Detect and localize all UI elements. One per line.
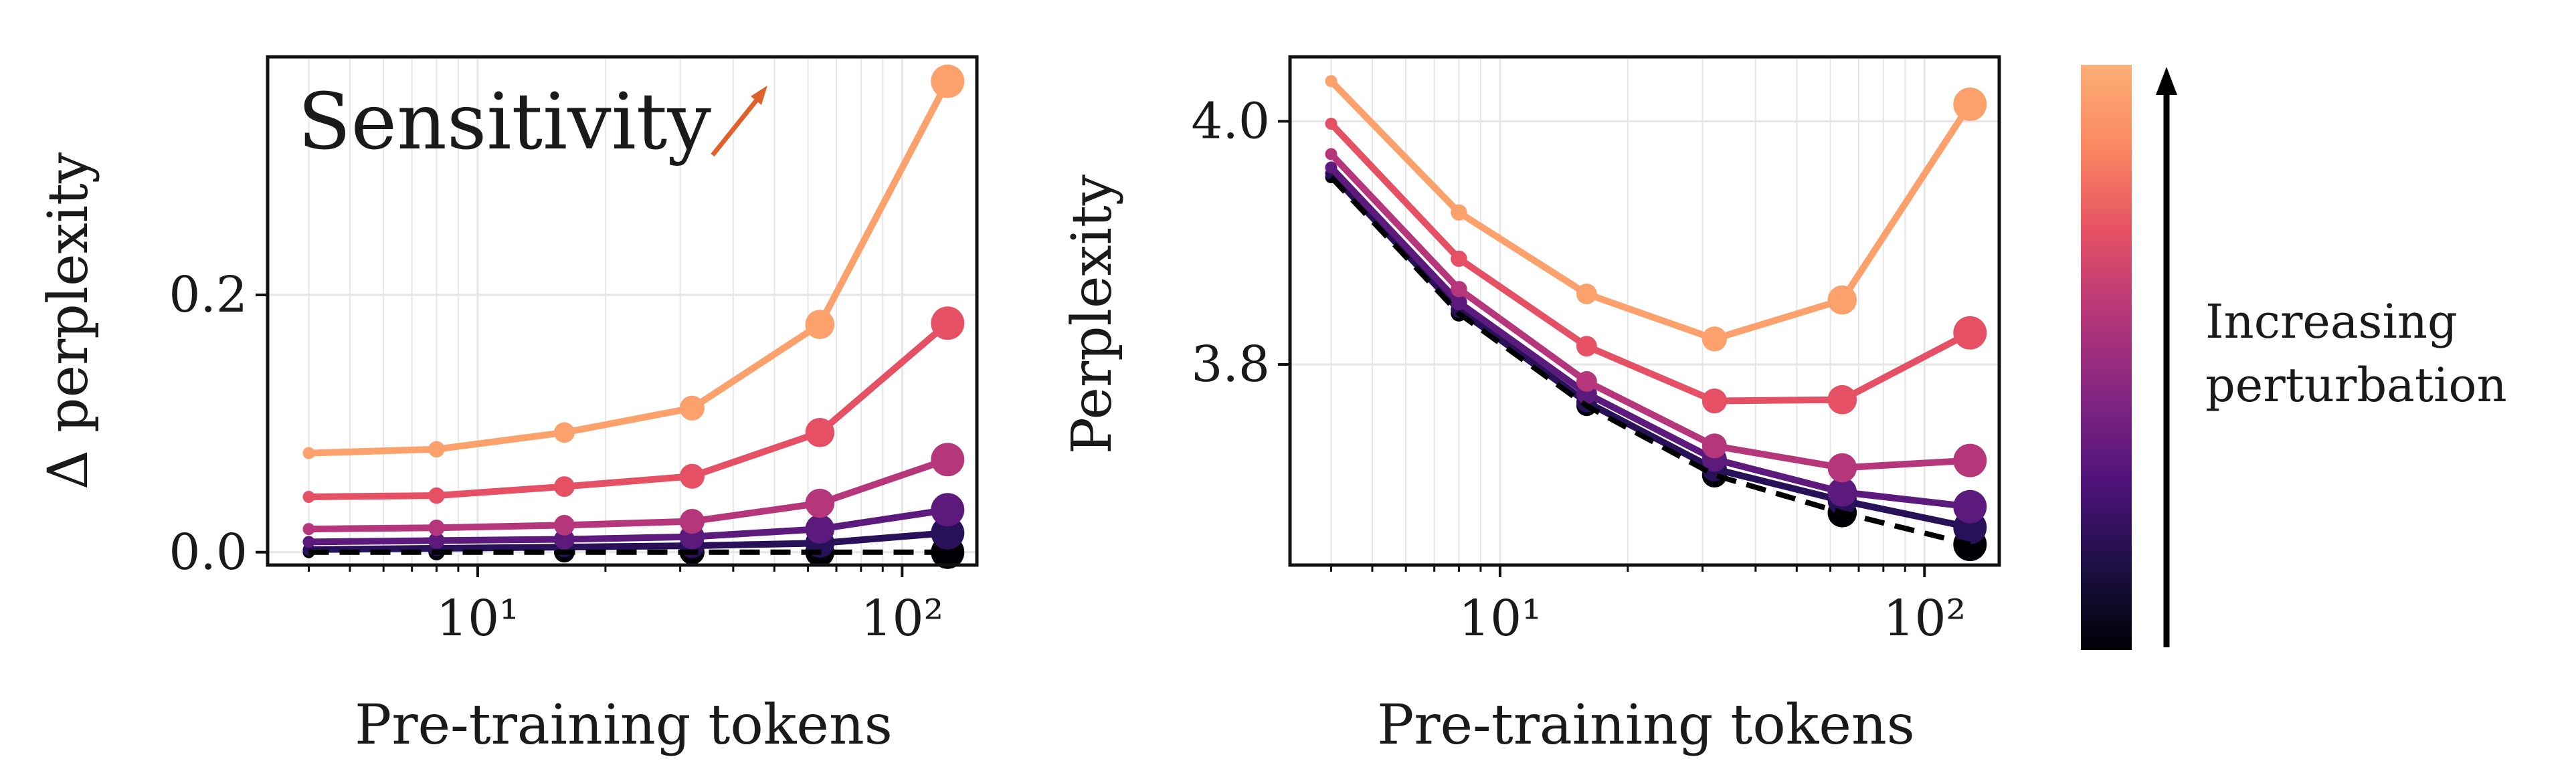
right-chart-panel: 3.8 4.0 10¹ 10² Pre-training tokens Perplex… (1061, 55, 2001, 757)
series-line (308, 320, 950, 500)
series-point (1827, 477, 1857, 507)
y-tick-label: 0.2 (169, 266, 248, 324)
series-point (428, 520, 445, 536)
series-point (428, 532, 445, 549)
right-y-axis-label: Perplexity (1061, 174, 1124, 454)
series-point (1701, 326, 1727, 352)
y-tick-label: 0.0 (169, 524, 248, 581)
series-point (931, 64, 965, 98)
y-tick-label: 4.0 (1191, 92, 1270, 150)
series-point (679, 395, 705, 421)
colorbar-arrow-head (2156, 67, 2177, 95)
series-point (679, 508, 705, 534)
x-tick-label: 10¹ (436, 590, 519, 647)
series-point (1325, 75, 1338, 88)
series-point (1325, 161, 1338, 174)
series-point (1451, 281, 1467, 298)
series-line (1328, 171, 1971, 531)
series-point (302, 447, 315, 459)
series-point (1325, 118, 1338, 130)
y-tick-label: 3.8 (1191, 336, 1270, 393)
series-line (308, 529, 948, 553)
series-point (428, 487, 445, 504)
left-ticks: 0.0 0.2 10¹ 10² (169, 266, 943, 647)
series-point (805, 418, 835, 447)
baseline-dashed-line (1329, 175, 1971, 547)
x-tick-label: 10² (860, 590, 943, 647)
series-point (302, 523, 315, 536)
series-point (1953, 87, 1987, 121)
right-axes-frame (1288, 55, 2001, 567)
series-point (554, 476, 575, 498)
series-line (1328, 165, 1970, 510)
series-point (1827, 385, 1857, 415)
series-point (1953, 489, 1987, 524)
left-chart-panel: 0.0 0.2 10¹ 10² Pre-training tokens Δ perpl… (37, 55, 979, 757)
sensitivity-label: Sensitivity (298, 77, 711, 167)
series-point (1701, 388, 1727, 414)
colorbar (2081, 65, 2132, 650)
series-point (931, 516, 965, 550)
right-x-axis-label: Pre-training tokens (1377, 693, 1915, 757)
series-point (1827, 453, 1857, 483)
right-ticks: 3.8 4.0 10¹ 10² (1191, 92, 1966, 647)
series-point (428, 441, 445, 458)
series-point (554, 422, 575, 443)
series-point (302, 491, 315, 504)
series-point (679, 463, 705, 489)
left-x-axis-label: Pre-training tokens (355, 693, 893, 757)
series-point (1451, 294, 1467, 311)
series-point (931, 306, 965, 340)
series-point (1576, 284, 1597, 304)
x-tick-label: 10¹ (1459, 590, 1542, 647)
sensitivity-arrow-shaft (711, 93, 763, 157)
left-y-axis-label: Δ perplexity (37, 152, 100, 489)
series-point (931, 443, 965, 477)
series-point (1325, 148, 1338, 160)
series-point (805, 488, 835, 518)
left-axes-frame (266, 55, 979, 567)
colorbar-label-line2: perturbation (2205, 358, 2507, 413)
series-line (308, 80, 951, 457)
colorbar-label-line1: Increasing (2205, 294, 2458, 349)
left-series-group (302, 64, 965, 569)
series-point (1827, 285, 1857, 315)
series-point (1953, 316, 1987, 350)
series-point (805, 514, 835, 544)
series-line (1328, 78, 1973, 342)
series-point (1701, 433, 1727, 459)
series-point (1576, 371, 1597, 392)
series-point (554, 529, 575, 550)
series-point (1576, 336, 1597, 357)
x-tick-label: 10² (1883, 590, 1966, 647)
series-point (931, 493, 965, 527)
series-point (1451, 204, 1467, 221)
series-point (805, 310, 835, 340)
series-line (308, 506, 949, 546)
series-point (302, 536, 315, 548)
series-line (1328, 121, 1972, 405)
series-line (308, 456, 949, 533)
series-point (554, 514, 575, 536)
series-point (1953, 443, 1987, 477)
series-point (1451, 250, 1467, 267)
right-series-group (1325, 75, 1987, 562)
series-line (1328, 152, 1970, 471)
sensitivity-arrow-head (751, 86, 767, 105)
